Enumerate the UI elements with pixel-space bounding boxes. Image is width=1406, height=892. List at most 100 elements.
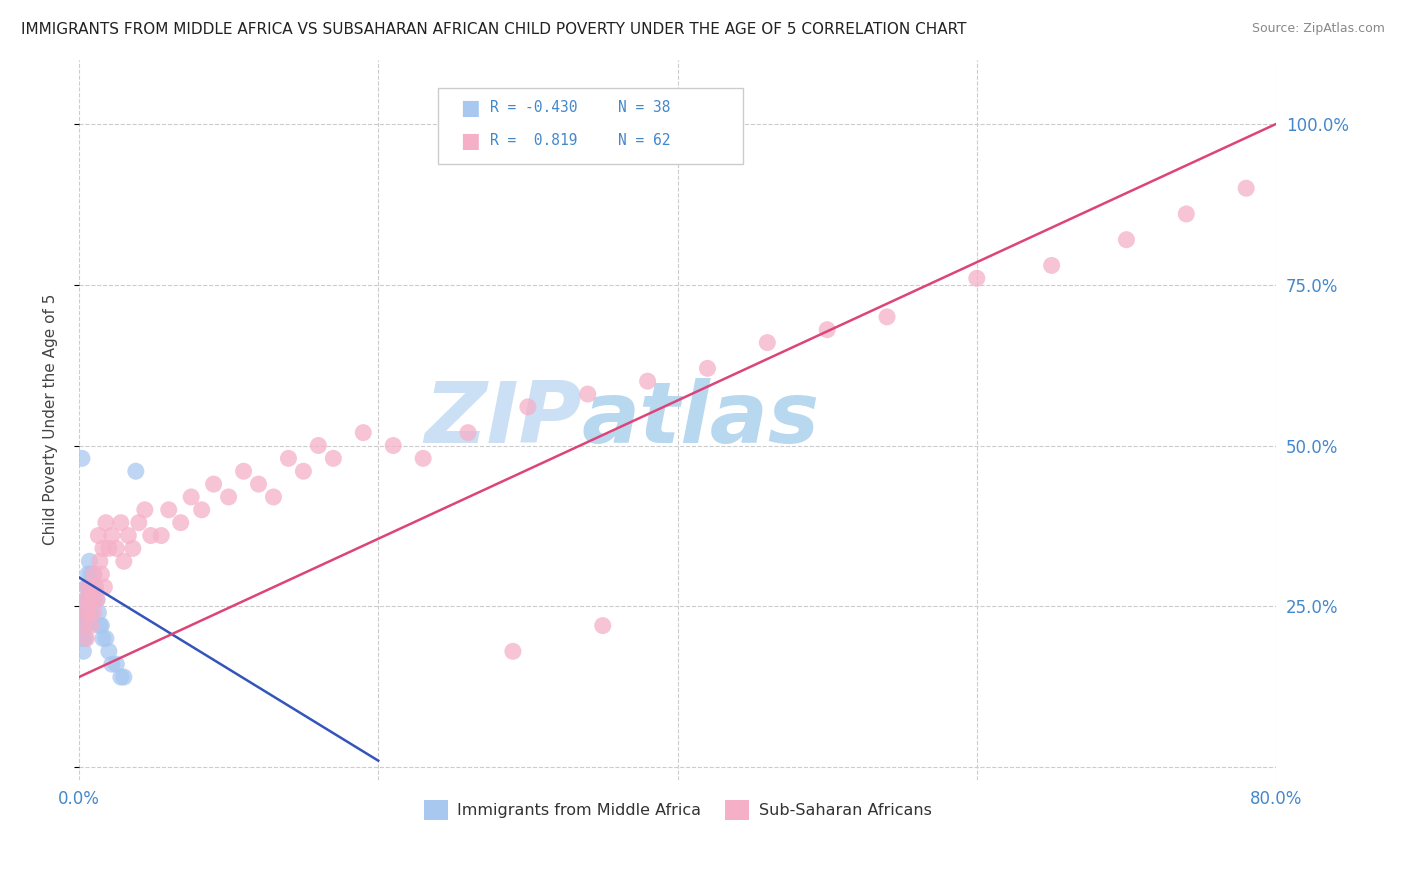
Point	[83, 567, 105, 582]
Point	[157, 503, 180, 517]
Point	[90, 567, 112, 582]
Point	[1115, 233, 1137, 247]
Point	[84, 580, 107, 594]
Point	[93, 580, 115, 594]
Point	[87, 528, 110, 542]
Point	[73, 606, 96, 620]
Point	[1175, 207, 1198, 221]
Point	[101, 528, 124, 542]
Point	[77, 567, 100, 582]
Point	[502, 644, 524, 658]
Point	[80, 580, 103, 594]
Point	[218, 490, 240, 504]
Point	[70, 451, 93, 466]
Point	[90, 618, 112, 632]
Point	[412, 451, 434, 466]
Y-axis label: Child Poverty Under the Age of 5: Child Poverty Under the Age of 5	[44, 294, 58, 546]
Point	[87, 606, 110, 620]
Point	[75, 618, 97, 632]
Point	[190, 503, 212, 517]
Point	[80, 580, 103, 594]
Point	[82, 592, 104, 607]
Point	[83, 592, 105, 607]
Point	[70, 618, 93, 632]
Point	[125, 464, 148, 478]
Text: ZIP: ZIP	[425, 378, 582, 461]
Point	[232, 464, 254, 478]
Point	[94, 516, 117, 530]
Point	[73, 618, 96, 632]
Point	[696, 361, 718, 376]
Point	[75, 606, 97, 620]
Text: ■: ■	[460, 98, 479, 118]
Point	[292, 464, 315, 478]
Point	[105, 657, 128, 672]
Point	[79, 592, 101, 607]
Point	[247, 477, 270, 491]
Point	[121, 541, 143, 556]
Point	[73, 592, 96, 607]
Point	[576, 387, 599, 401]
Point	[117, 528, 139, 542]
Point	[89, 554, 111, 568]
Point	[72, 644, 94, 658]
Point	[457, 425, 479, 440]
Point	[77, 606, 100, 620]
Text: N = 62: N = 62	[617, 134, 671, 148]
Point	[322, 451, 344, 466]
Point	[86, 592, 108, 607]
Point	[79, 592, 101, 607]
Point	[150, 528, 173, 542]
Point	[83, 606, 105, 620]
Point	[79, 580, 101, 594]
FancyBboxPatch shape	[439, 88, 744, 164]
Point	[170, 516, 193, 530]
Point	[75, 632, 97, 646]
Point	[80, 606, 103, 620]
Point	[815, 323, 838, 337]
Legend: Immigrants from Middle Africa, Sub-Saharan Africans: Immigrants from Middle Africa, Sub-Sahar…	[418, 794, 938, 826]
Point	[73, 632, 96, 646]
Point	[516, 400, 538, 414]
Point	[82, 592, 104, 607]
Point	[105, 541, 128, 556]
Point	[83, 567, 105, 582]
Point	[134, 503, 156, 517]
Point	[91, 632, 114, 646]
Text: Source: ZipAtlas.com: Source: ZipAtlas.com	[1251, 22, 1385, 36]
Point	[82, 580, 104, 594]
Point	[202, 477, 225, 491]
Point	[77, 580, 100, 594]
Point	[112, 554, 135, 568]
Point	[75, 606, 97, 620]
Point	[382, 438, 405, 452]
Point	[80, 567, 103, 582]
Point	[110, 516, 132, 530]
Text: N = 38: N = 38	[617, 101, 671, 115]
Point	[75, 592, 97, 607]
Point	[112, 670, 135, 684]
Point	[80, 618, 103, 632]
Point	[97, 541, 120, 556]
Point	[84, 580, 107, 594]
Point	[263, 490, 285, 504]
Text: IMMIGRANTS FROM MIDDLE AFRICA VS SUBSAHARAN AFRICAN CHILD POVERTY UNDER THE AGE : IMMIGRANTS FROM MIDDLE AFRICA VS SUBSAHA…	[21, 22, 966, 37]
Point	[876, 310, 898, 324]
Point	[756, 335, 779, 350]
Point	[72, 618, 94, 632]
Text: R =  0.819: R = 0.819	[489, 134, 576, 148]
Point	[72, 632, 94, 646]
Text: ■: ■	[460, 131, 479, 151]
Point	[79, 554, 101, 568]
Point	[180, 490, 202, 504]
Point	[75, 580, 97, 594]
Point	[91, 541, 114, 556]
Point	[307, 438, 329, 452]
Point	[637, 374, 659, 388]
Point	[94, 632, 117, 646]
Point	[966, 271, 988, 285]
Point	[128, 516, 150, 530]
Point	[110, 670, 132, 684]
Point	[77, 606, 100, 620]
Point	[86, 592, 108, 607]
